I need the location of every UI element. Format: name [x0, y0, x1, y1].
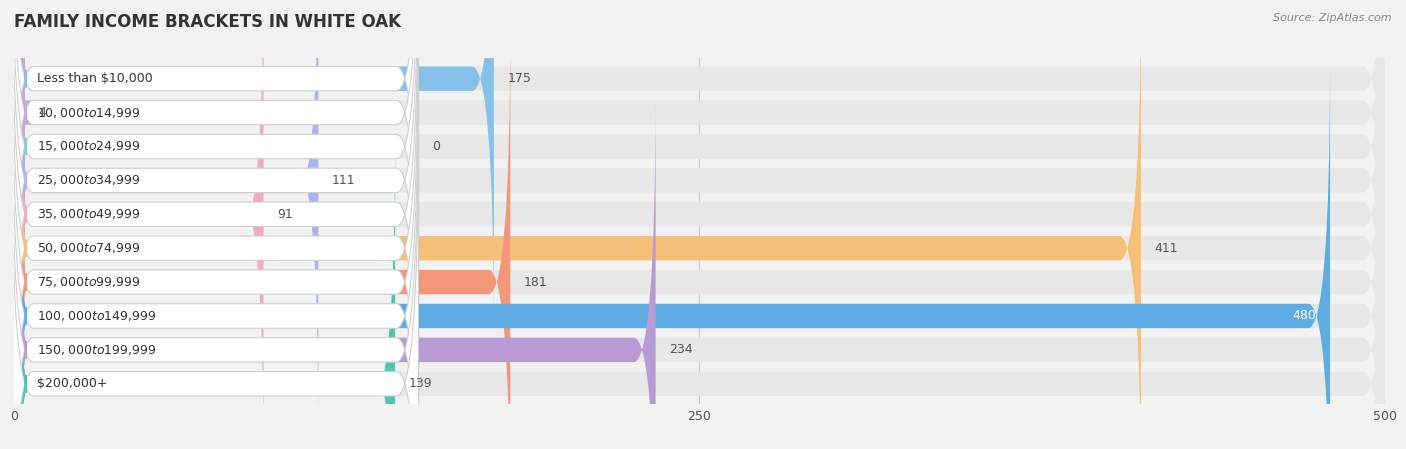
Circle shape [25, 138, 27, 155]
Text: $25,000 to $34,999: $25,000 to $34,999 [38, 173, 141, 187]
FancyBboxPatch shape [14, 0, 263, 449]
FancyBboxPatch shape [14, 125, 1385, 449]
Text: Less than $10,000: Less than $10,000 [38, 72, 153, 85]
Text: $15,000 to $24,999: $15,000 to $24,999 [38, 140, 141, 154]
Text: $100,000 to $149,999: $100,000 to $149,999 [38, 309, 157, 323]
FancyBboxPatch shape [14, 0, 1385, 449]
Circle shape [25, 70, 27, 88]
FancyBboxPatch shape [14, 0, 1385, 372]
Text: $35,000 to $49,999: $35,000 to $49,999 [38, 207, 141, 221]
Text: $10,000 to $14,999: $10,000 to $14,999 [38, 106, 141, 119]
FancyBboxPatch shape [14, 125, 395, 449]
Circle shape [25, 104, 27, 121]
Text: 175: 175 [508, 72, 531, 85]
FancyBboxPatch shape [11, 0, 419, 449]
Text: $50,000 to $74,999: $50,000 to $74,999 [38, 241, 141, 255]
FancyBboxPatch shape [14, 57, 1330, 449]
FancyBboxPatch shape [14, 23, 1385, 449]
Text: 411: 411 [1154, 242, 1178, 255]
Text: 91: 91 [277, 208, 292, 221]
FancyBboxPatch shape [14, 57, 1385, 449]
Circle shape [25, 239, 27, 257]
Text: 181: 181 [524, 276, 548, 289]
Text: $200,000+: $200,000+ [38, 377, 108, 390]
FancyBboxPatch shape [11, 57, 419, 449]
Text: 4: 4 [39, 106, 46, 119]
Circle shape [25, 307, 27, 325]
Text: $75,000 to $99,999: $75,000 to $99,999 [38, 275, 141, 289]
Text: 234: 234 [669, 343, 693, 357]
FancyBboxPatch shape [14, 0, 318, 440]
Circle shape [25, 375, 27, 392]
Text: Source: ZipAtlas.com: Source: ZipAtlas.com [1274, 13, 1392, 23]
Text: 111: 111 [332, 174, 356, 187]
FancyBboxPatch shape [3, 0, 37, 372]
FancyBboxPatch shape [11, 125, 419, 449]
FancyBboxPatch shape [11, 0, 419, 440]
Circle shape [25, 341, 27, 359]
FancyBboxPatch shape [14, 0, 1385, 405]
FancyBboxPatch shape [11, 23, 419, 449]
FancyBboxPatch shape [14, 23, 510, 449]
Text: $150,000 to $199,999: $150,000 to $199,999 [38, 343, 157, 357]
FancyBboxPatch shape [14, 0, 1385, 338]
FancyBboxPatch shape [11, 0, 419, 449]
Text: FAMILY INCOME BRACKETS IN WHITE OAK: FAMILY INCOME BRACKETS IN WHITE OAK [14, 13, 401, 31]
FancyBboxPatch shape [11, 0, 419, 405]
FancyBboxPatch shape [11, 91, 419, 449]
Circle shape [25, 206, 27, 223]
FancyBboxPatch shape [14, 91, 655, 449]
Text: 139: 139 [409, 377, 433, 390]
Text: 0: 0 [432, 140, 440, 153]
FancyBboxPatch shape [14, 0, 1385, 449]
FancyBboxPatch shape [14, 0, 1140, 449]
Text: 480: 480 [1292, 309, 1316, 322]
FancyBboxPatch shape [11, 0, 419, 372]
FancyBboxPatch shape [14, 0, 494, 338]
Circle shape [25, 273, 27, 291]
Circle shape [25, 172, 27, 189]
FancyBboxPatch shape [14, 91, 1385, 449]
FancyBboxPatch shape [14, 0, 1385, 440]
FancyBboxPatch shape [11, 0, 419, 338]
